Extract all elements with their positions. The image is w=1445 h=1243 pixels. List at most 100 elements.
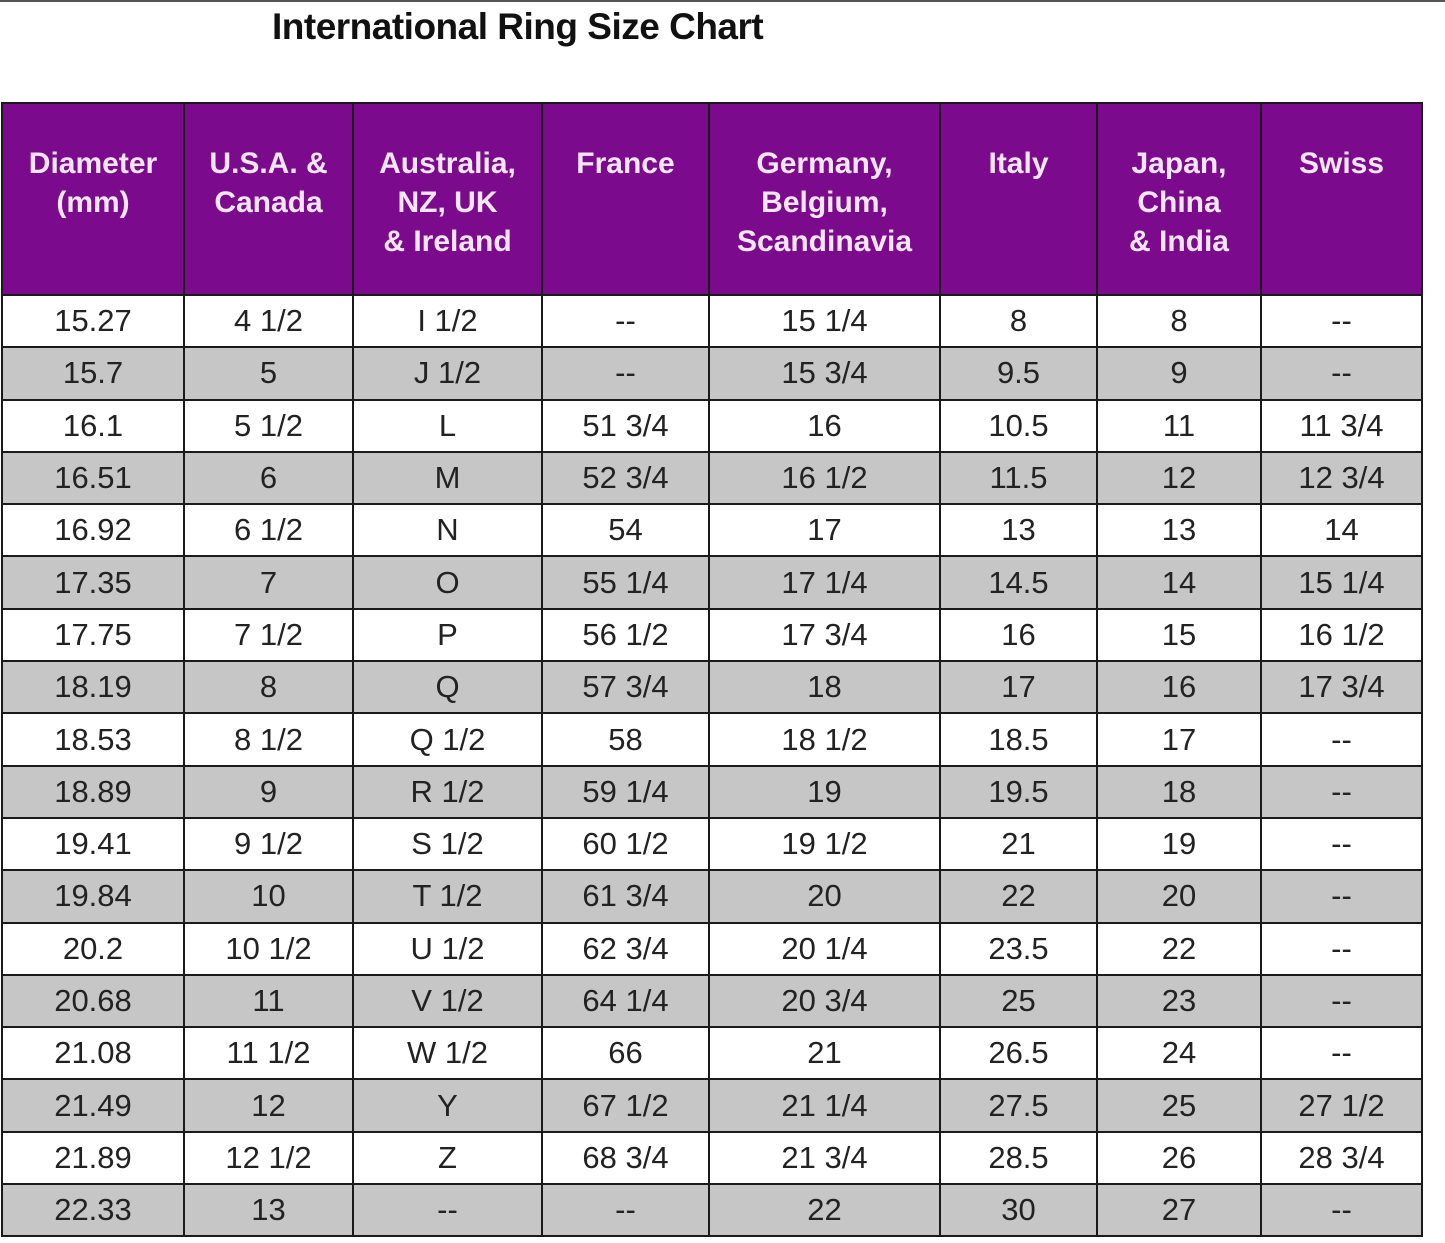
page-title: International Ring Size Chart bbox=[272, 6, 764, 47]
table-cell: 15 3/4 bbox=[708, 346, 941, 401]
column-header-line: Germany, bbox=[756, 147, 893, 180]
table-cell: 20 3/4 bbox=[708, 973, 941, 1029]
table-cell: 16 bbox=[939, 607, 1098, 663]
table-row: 21.49 12 Y 67 1/2 21 1/4 27.5 25 27 1/2 bbox=[1, 1078, 1423, 1133]
table-cell: 25 bbox=[939, 973, 1098, 1029]
table-cell: 15.27 bbox=[1, 293, 185, 349]
table-cell: 14 bbox=[1260, 503, 1423, 558]
table-cell: -- bbox=[1260, 973, 1423, 1029]
table-cell: 60 1/2 bbox=[541, 816, 710, 872]
column-header: Japan, China & India bbox=[1096, 102, 1262, 296]
table-cell: 10 bbox=[183, 869, 354, 924]
table-cell: 21.89 bbox=[1, 1130, 185, 1186]
table-cell: 28.5 bbox=[939, 1130, 1098, 1186]
table-cell: 16 1/2 bbox=[708, 450, 941, 506]
table-cell: 11 bbox=[183, 973, 354, 1029]
table-cell: 19.41 bbox=[1, 816, 185, 872]
column-header-line: China bbox=[1137, 186, 1221, 219]
table-cell: 58 bbox=[541, 712, 710, 767]
table-cell: 18.89 bbox=[1, 764, 185, 819]
table-cell: 12 bbox=[183, 1078, 354, 1133]
table-row: 18.19 8 Q 57 3/4 18 17 16 17 3/4 bbox=[1, 660, 1423, 715]
column-header: Germany, Belgium, Scandinavia bbox=[708, 102, 941, 296]
table-cell: 4 1/2 bbox=[183, 293, 354, 349]
table-cell: 20.68 bbox=[1, 973, 185, 1029]
table-cell: 9.5 bbox=[939, 346, 1098, 401]
table-cell: 64 1/4 bbox=[541, 973, 710, 1029]
table-cell: 18.53 bbox=[1, 712, 185, 767]
table-row: 15.7 5 J 1/2 -- 15 3/4 9.5 9 -- bbox=[1, 346, 1423, 401]
table-cell: 18.19 bbox=[1, 660, 185, 715]
column-header-line: Italy bbox=[988, 147, 1049, 180]
column-header: Diameter (mm) bbox=[1, 102, 185, 296]
table-cell: 51 3/4 bbox=[541, 398, 710, 453]
table-cell: -- bbox=[1260, 1183, 1423, 1238]
table-cell: 8 bbox=[939, 293, 1098, 349]
table-cell: 15 1/4 bbox=[1260, 555, 1423, 610]
table-cell: 16.51 bbox=[1, 450, 185, 506]
table-cell: 13 bbox=[183, 1183, 354, 1238]
table-cell: T 1/2 bbox=[352, 869, 543, 924]
column-header-line: U.S.A. & bbox=[209, 147, 328, 180]
table-cell: 6 1/2 bbox=[183, 503, 354, 558]
table-cell: 67 1/2 bbox=[541, 1078, 710, 1133]
table-cell: 27.5 bbox=[939, 1078, 1098, 1133]
column-header-line: & Ireland bbox=[383, 225, 512, 258]
table-cell: 10.5 bbox=[939, 398, 1098, 453]
table-row: 17.35 7 O 55 1/4 17 1/4 14.5 14 15 1/4 bbox=[1, 555, 1423, 610]
column-header: U.S.A. & Canada bbox=[183, 102, 354, 296]
ring-size-table: Diameter (mm) U.S.A. & Canada Australia, NZ, … bbox=[1, 102, 1423, 1238]
table-cell: 68 3/4 bbox=[541, 1130, 710, 1186]
table-cell: 7 1/2 bbox=[183, 607, 354, 663]
table-cell: 27 bbox=[1096, 1183, 1262, 1238]
column-header-line: Japan, bbox=[1131, 147, 1227, 180]
table-cell: -- bbox=[541, 1183, 710, 1238]
table-cell: 17.75 bbox=[1, 607, 185, 663]
table-row: 20.2 10 1/2 U 1/2 62 3/4 20 1/4 23.5 22 -- bbox=[1, 921, 1423, 976]
table-cell: 15 1/4 bbox=[708, 293, 941, 349]
table-cell: 66 bbox=[541, 1026, 710, 1081]
table-cell: 24 bbox=[1096, 1026, 1262, 1081]
table-row: 17.75 7 1/2 P 56 1/2 17 3/4 16 15 16 1/2 bbox=[1, 607, 1423, 663]
table-cell: 62 3/4 bbox=[541, 921, 710, 976]
header-row: Diameter (mm) U.S.A. & Canada Australia, NZ, … bbox=[1, 102, 1423, 296]
table-cell: 18 bbox=[708, 660, 941, 715]
table-cell: 21.08 bbox=[1, 1026, 185, 1081]
table-cell: 12 1/2 bbox=[183, 1130, 354, 1186]
table-cell: -- bbox=[1260, 869, 1423, 924]
table-cell: 19.5 bbox=[939, 764, 1098, 819]
table-cell: 18.5 bbox=[939, 712, 1098, 767]
table-cell: Z bbox=[352, 1130, 543, 1186]
table-cell: 9 bbox=[1096, 346, 1262, 401]
table-cell: 59 1/4 bbox=[541, 764, 710, 819]
table-cell: 15.7 bbox=[1, 346, 185, 401]
table-row: 16.51 6 M 52 3/4 16 1/2 11.5 12 12 3/4 bbox=[1, 450, 1423, 506]
table-cell: 52 3/4 bbox=[541, 450, 710, 506]
table-cell: M bbox=[352, 450, 543, 506]
table-cell: 26 bbox=[1096, 1130, 1262, 1186]
table-cell: 17 3/4 bbox=[708, 607, 941, 663]
table-cell: U 1/2 bbox=[352, 921, 543, 976]
table-cell: 11 3/4 bbox=[1260, 398, 1423, 453]
table-cell: 56 1/2 bbox=[541, 607, 710, 663]
table-cell: 17 bbox=[708, 503, 941, 558]
table-cell: 22 bbox=[939, 869, 1098, 924]
table-row: 20.68 11 V 1/2 64 1/4 20 3/4 25 23 -- bbox=[1, 973, 1423, 1029]
table-cell: 5 1/2 bbox=[183, 398, 354, 453]
table-cell: 16.92 bbox=[1, 503, 185, 558]
table-cell: 9 bbox=[183, 764, 354, 819]
table-cell: 17.35 bbox=[1, 555, 185, 610]
column-header-line: Belgium, bbox=[761, 186, 888, 219]
table-cell: W 1/2 bbox=[352, 1026, 543, 1081]
table-cell: 12 3/4 bbox=[1260, 450, 1423, 506]
column-header-line: Swiss bbox=[1298, 147, 1385, 180]
table-cell: 8 bbox=[1096, 293, 1262, 349]
table-cell: J 1/2 bbox=[352, 346, 543, 401]
table-row: 21.08 11 1/2 W 1/2 66 21 26.5 24 -- bbox=[1, 1026, 1423, 1081]
table-cell: 16.1 bbox=[1, 398, 185, 453]
table-cell: 9 1/2 bbox=[183, 816, 354, 872]
table-cell: 16 bbox=[1096, 660, 1262, 715]
table-cell: 21 bbox=[708, 1026, 941, 1081]
table-cell: 19 1/2 bbox=[708, 816, 941, 872]
table-row: 18.53 8 1/2 Q 1/2 58 18 1/2 18.5 17 -- bbox=[1, 712, 1423, 767]
